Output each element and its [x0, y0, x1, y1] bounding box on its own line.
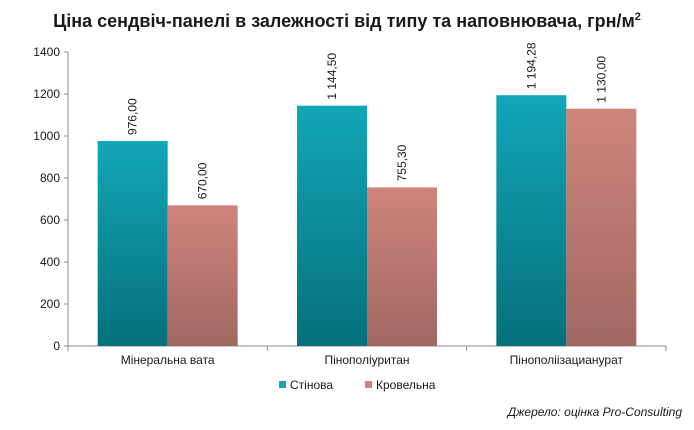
bar-value-label: 976,00 — [126, 98, 140, 135]
legend-swatch — [279, 381, 286, 388]
y-tick-label: 1200 — [33, 87, 60, 101]
y-tick-label: 600 — [40, 213, 60, 227]
chart-title-text: Ціна сендвіч-панелі в залежності від тип… — [53, 11, 635, 31]
legend-label: Стінова — [290, 378, 333, 392]
bar-stinova — [97, 141, 168, 346]
axes-layer: 0 200 400 600 800 1000 1200 1400 Мінеральна вата… — [33, 45, 667, 367]
bar-stinova — [496, 95, 567, 346]
bars-layer — [97, 95, 637, 346]
bar-value-label: 1 130,00 — [594, 56, 608, 103]
x-category-label: Мінеральна вата — [121, 353, 215, 367]
bar-krovelna — [167, 205, 238, 346]
legend-swatch — [365, 381, 372, 388]
y-tick-label: 0 — [53, 339, 60, 353]
y-tick-label: 200 — [40, 297, 60, 311]
legend-label: Кровельна — [376, 378, 436, 392]
labels-layer: 976,00 670,00 1 144,50 755,30 1 194,28 1 130,… — [126, 42, 609, 199]
legend: Стінова Кровельна — [279, 378, 436, 392]
bar-value-label: 670,00 — [196, 162, 210, 199]
bar-stinova — [297, 105, 367, 346]
bar-value-label: 1 194,28 — [524, 42, 538, 89]
y-tick-label: 400 — [40, 255, 60, 269]
y-tick-label: 1400 — [33, 45, 60, 59]
chart-title-superscript: 2 — [634, 11, 641, 23]
x-category-label: Пінополіуритан — [324, 353, 409, 367]
chart-title: Ціна сендвіч-панелі в залежності від тип… — [0, 11, 694, 32]
bar-value-label: 755,30 — [395, 144, 409, 181]
bar-krovelna — [367, 187, 437, 346]
bar-value-label: 1 144,50 — [325, 53, 339, 100]
x-category-label: Пінополіізацианурат — [510, 353, 624, 367]
source-note: Джерело: оцінка Pro-Consulting — [507, 405, 682, 419]
y-tick-label: 1000 — [33, 129, 60, 143]
bar-krovelna — [566, 108, 637, 346]
y-tick-label: 800 — [40, 171, 60, 185]
